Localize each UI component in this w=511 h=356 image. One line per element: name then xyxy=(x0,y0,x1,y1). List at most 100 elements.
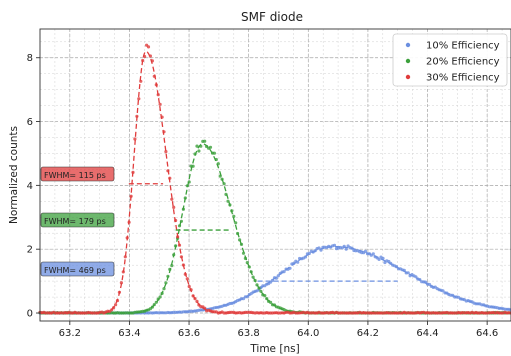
curves xyxy=(38,43,511,315)
data-point xyxy=(249,270,253,274)
data-point xyxy=(236,231,240,236)
data-point xyxy=(245,261,249,265)
data-point xyxy=(166,169,170,173)
data-point xyxy=(243,256,247,260)
series-points-2 xyxy=(38,43,511,315)
data-point xyxy=(139,79,143,83)
data-point xyxy=(307,251,311,256)
data-point xyxy=(257,286,261,290)
legend-label-2: 30% Efficiency xyxy=(426,73,500,84)
data-point xyxy=(158,102,162,106)
data-point xyxy=(288,266,292,270)
legend-marker-0 xyxy=(405,42,411,48)
data-point xyxy=(402,268,406,272)
data-point xyxy=(282,270,286,274)
data-point xyxy=(164,281,168,285)
plot-frame xyxy=(39,28,511,322)
x-tick-label: 64.4 xyxy=(416,328,438,339)
data-point xyxy=(179,255,183,259)
data-point xyxy=(162,130,166,134)
data-point xyxy=(135,114,139,118)
data-point xyxy=(133,137,137,141)
data-point xyxy=(212,151,216,155)
data-point xyxy=(158,295,162,299)
data-point xyxy=(143,54,147,59)
data-point xyxy=(181,207,185,211)
data-point xyxy=(214,157,218,162)
chart-title: SMF diode xyxy=(241,10,303,24)
data-point xyxy=(222,182,226,186)
data-point xyxy=(152,303,156,307)
data-point xyxy=(218,174,222,178)
data-point xyxy=(185,277,189,281)
x-tick-label: 64.2 xyxy=(357,328,379,339)
data-point xyxy=(154,300,158,304)
data-point xyxy=(129,194,133,198)
data-point xyxy=(183,272,187,276)
data-point xyxy=(172,205,176,209)
data-point xyxy=(172,253,176,257)
data-point xyxy=(319,248,323,252)
fwhm-boxes: FWHM= 469 ps FWHM= 179 ps FWHM= 115 ps xyxy=(40,166,115,277)
data-point xyxy=(203,139,207,143)
data-point xyxy=(170,197,174,201)
data-point xyxy=(255,283,259,287)
data-point xyxy=(168,267,172,271)
data-point xyxy=(406,271,410,275)
data-point xyxy=(148,54,152,58)
data-point xyxy=(121,270,125,274)
data-point xyxy=(117,290,121,294)
data-point xyxy=(238,238,242,242)
data-point xyxy=(265,297,269,301)
legend-label-0: 10% Efficiency xyxy=(426,41,500,52)
data-point xyxy=(208,145,213,149)
data-point xyxy=(226,199,230,203)
data-point xyxy=(187,284,191,289)
data-point xyxy=(112,306,116,310)
legend-marker-2 xyxy=(405,74,411,80)
data-point xyxy=(424,280,428,284)
data-point xyxy=(269,300,273,304)
data-point xyxy=(394,265,399,269)
data-point xyxy=(150,59,154,63)
data-point xyxy=(371,252,375,256)
data-point xyxy=(216,162,220,166)
data-point xyxy=(270,278,275,282)
y-tick-label: 6 xyxy=(27,117,33,128)
y-tick-label: 8 xyxy=(27,53,33,64)
x-tick-label: 63.8 xyxy=(238,328,260,339)
data-point xyxy=(137,97,141,101)
data-point xyxy=(160,291,164,295)
data-point xyxy=(313,249,317,253)
data-point xyxy=(303,255,308,259)
data-point xyxy=(381,256,385,260)
fwhm-label-1: FWHM= 179 ps xyxy=(44,217,106,226)
data-point xyxy=(276,274,280,278)
data-point xyxy=(247,265,251,269)
x-tick-label: 63.4 xyxy=(118,328,140,339)
data-point xyxy=(141,58,145,63)
data-point xyxy=(152,74,156,78)
data-point xyxy=(234,221,238,225)
x-tick-label: 64.0 xyxy=(297,328,319,339)
data-point xyxy=(230,209,234,213)
data-point xyxy=(170,264,174,268)
fwhm-box-0 xyxy=(40,261,115,277)
data-point xyxy=(342,244,346,248)
data-point xyxy=(195,299,199,303)
data-point xyxy=(179,219,183,223)
data-point xyxy=(195,144,199,148)
data-point xyxy=(119,281,123,285)
data-point xyxy=(174,244,178,248)
data-point xyxy=(162,287,166,291)
data-point xyxy=(177,224,182,228)
data-point xyxy=(377,257,381,261)
data-point xyxy=(127,220,131,224)
legend-box xyxy=(392,33,508,87)
data-point xyxy=(350,246,354,250)
data-point xyxy=(146,45,151,49)
x-tick-label: 64.6 xyxy=(476,328,498,339)
data-point xyxy=(317,246,321,250)
data-point xyxy=(181,263,185,267)
